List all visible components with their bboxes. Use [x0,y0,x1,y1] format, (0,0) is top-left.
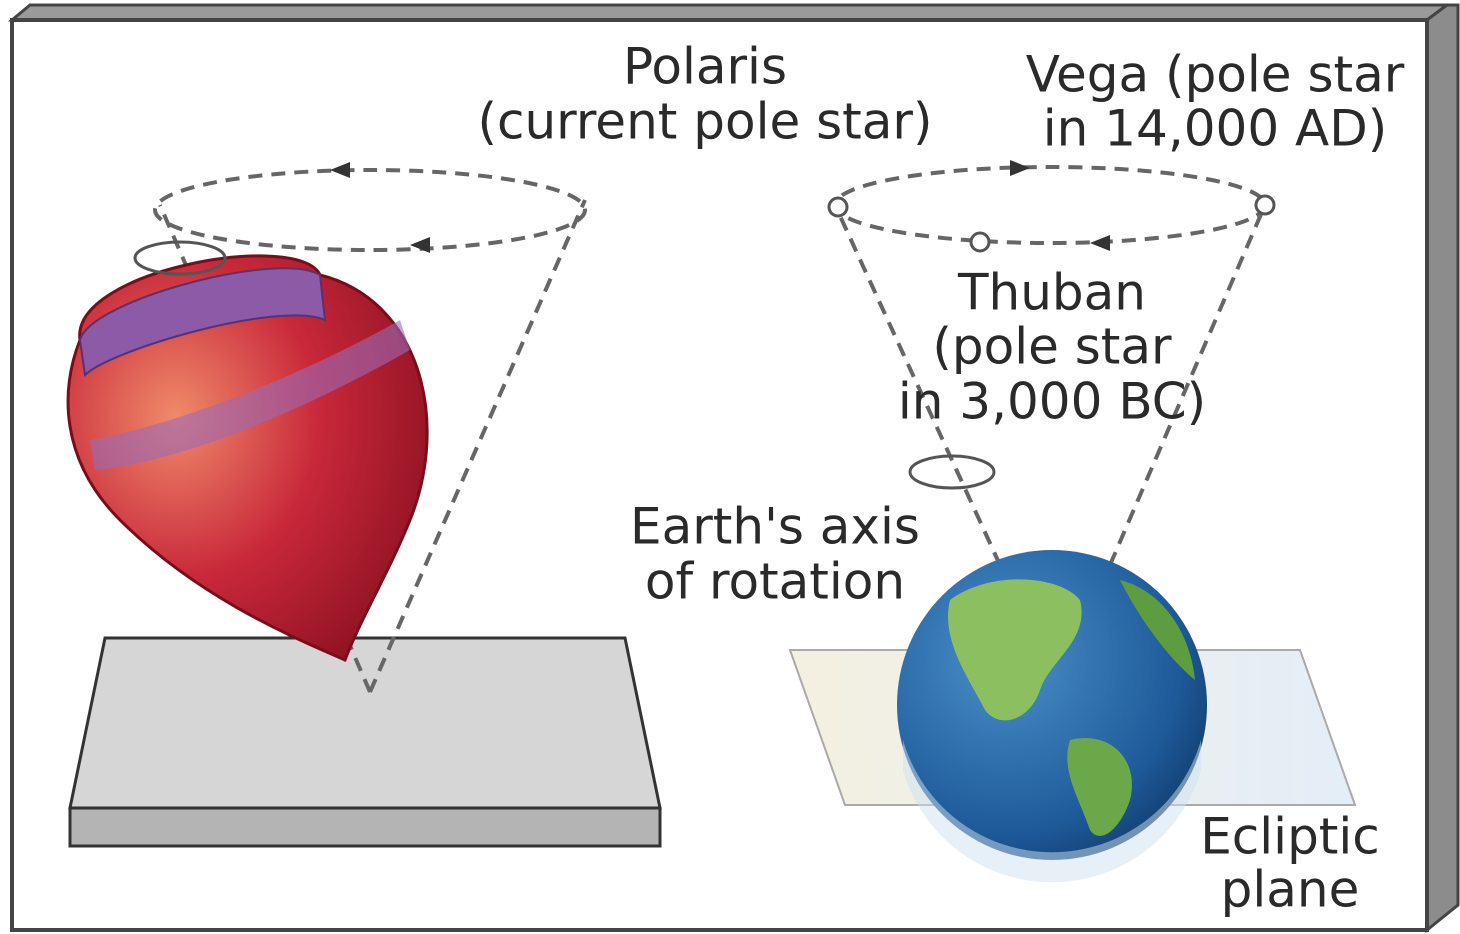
star [1256,196,1274,214]
label: of rotation [645,553,905,611]
star [971,233,989,251]
label: Polaris [623,38,787,96]
label: in 3,000 BC) [898,373,1206,431]
label: Earth's axis [630,498,920,556]
diagram: Polaris (current pole star) Vega (pole s… [0,0,1460,934]
label: in 14,000 AD) [1043,100,1388,158]
label: Vega (pole star [1026,46,1405,104]
label: Thuban [957,264,1146,322]
frame-side [1427,5,1458,930]
table-top [70,638,660,808]
label: Ecliptic [1200,808,1380,866]
label: (current pole star) [477,93,932,151]
frame-top [12,5,1447,20]
table-front [70,808,660,846]
label: (pole star [932,318,1172,376]
label: plane [1221,861,1360,919]
star [829,198,847,216]
